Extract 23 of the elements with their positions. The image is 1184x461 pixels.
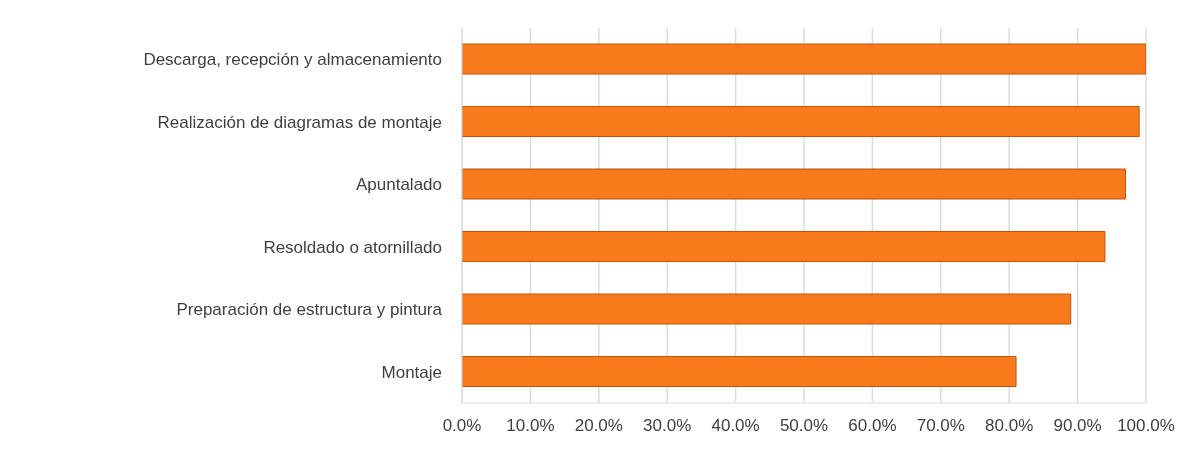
x-tick-label: 90.0%	[1053, 416, 1102, 436]
bar	[462, 43, 1146, 75]
y-tick-label: Realización de diagramas de montaje	[157, 112, 442, 132]
x-tick-label: 70.0%	[916, 416, 965, 436]
x-tick-label: 80.0%	[985, 416, 1034, 436]
y-tick-label: Apuntalado	[355, 175, 442, 195]
x-tick-label: 50.0%	[779, 416, 829, 436]
bar	[462, 168, 1126, 200]
y-tick-label: Descarga, recepción y almacenamiento	[143, 50, 442, 70]
bar	[462, 106, 1140, 137]
x-tick-label: 100.0%	[1117, 416, 1175, 436]
x-tick-label: 60.0%	[848, 416, 897, 436]
x-tick-label: 40.0%	[711, 416, 760, 436]
x-tick-label: 0.0%	[442, 416, 482, 436]
bar	[462, 356, 1017, 387]
x-tick-label: 30.0%	[643, 416, 692, 436]
y-tick-label: Resoldado o atornillado	[263, 237, 442, 257]
y-tick-label: Preparación de estructura y pintura	[176, 300, 443, 320]
bar	[462, 293, 1072, 325]
bar	[462, 231, 1106, 262]
x-tick-label: 20.0%	[574, 416, 623, 436]
x-tick-label: 10.0%	[506, 416, 555, 436]
y-tick-label: Montaje	[381, 362, 442, 382]
